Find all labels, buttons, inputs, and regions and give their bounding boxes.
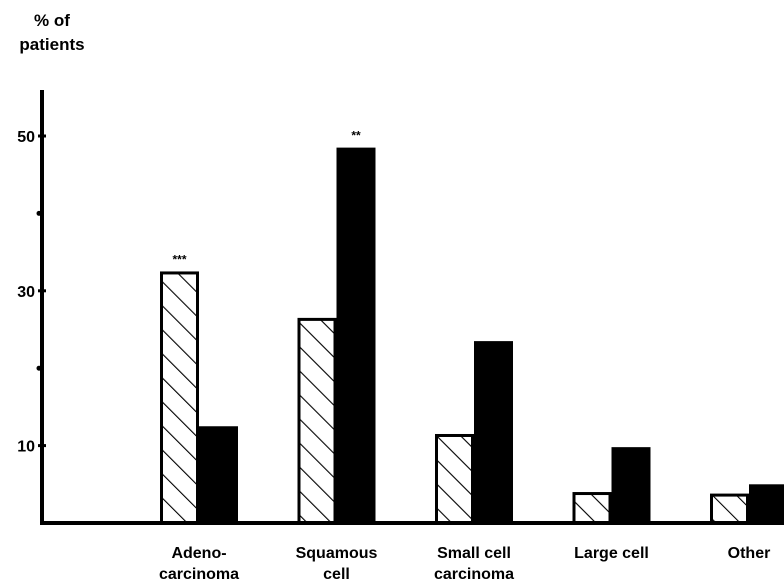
bar-solid-2: [474, 341, 513, 523]
significance-annotations: *****: [172, 129, 361, 267]
category-label-2-line-0: Small cell: [437, 545, 511, 562]
y-minor-tick-20: [36, 365, 42, 371]
category-label-2-line-1: carcinoma: [434, 566, 514, 583]
category-label-3-line-0: Large cell: [574, 545, 649, 562]
y-tick-label-30: 30: [17, 284, 35, 301]
y-tick-label-50: 50: [17, 129, 35, 146]
y-axis-title-line-1: % of: [34, 11, 70, 30]
bar-hatched-1: [297, 317, 337, 525]
significance-marker-1: **: [351, 129, 361, 143]
y-tick-label-10: 10: [17, 439, 35, 456]
category-label-1-line-0: Squamous: [296, 545, 378, 562]
category-label-0-line-0: Adeno-: [171, 545, 226, 562]
category-label-4-line-0: Other: [728, 545, 771, 562]
bar-hatched-2: [435, 433, 474, 525]
bar-solid-4: [749, 484, 784, 523]
bar-solid-1: [336, 147, 376, 524]
bar-hatched-4: [710, 493, 749, 525]
bar-solid-0: [199, 426, 238, 523]
y-axis-title: % of patients: [19, 11, 84, 54]
category-labels: Adeno-carcinoma Squamous cell Small cell car…: [159, 545, 770, 583]
bar-solid-3: [611, 447, 651, 523]
bar-hatched-3: [572, 492, 612, 525]
significance-marker-0: ***: [172, 252, 186, 266]
bar-group: [160, 147, 784, 525]
y-axis-ticks: 10 30 50: [17, 129, 46, 456]
category-label-1-line-1: cell: [323, 566, 350, 583]
bar-hatched-0: [160, 271, 199, 525]
y-axis-title-line-2: patients: [19, 35, 84, 54]
y-minor-tick-40: [36, 210, 42, 216]
category-label-0-line-1: carcinoma: [159, 566, 239, 583]
